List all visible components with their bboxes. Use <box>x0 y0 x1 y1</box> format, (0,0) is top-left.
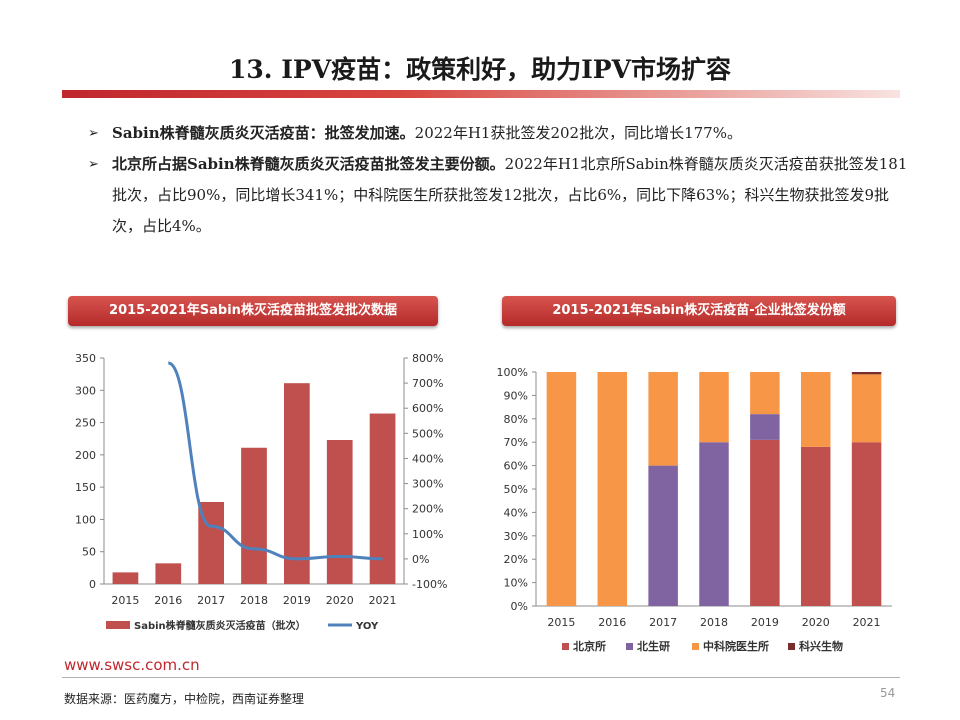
x-tick-label: 2017 <box>649 616 677 629</box>
bar-2021 <box>369 413 396 584</box>
y-tick-label: 100% <box>497 366 528 379</box>
y-tick-label: 30% <box>504 530 528 543</box>
y-right-tick-label: 400% <box>412 452 443 465</box>
title-underline-bar <box>62 90 900 98</box>
stack-segment-2020-0 <box>800 446 831 606</box>
stack-segment-2015-2 <box>546 372 577 606</box>
bar-2020 <box>326 440 353 584</box>
y-tick-label: 10% <box>504 577 528 590</box>
y-right-tick-label: 500% <box>412 427 443 440</box>
y-left-tick-label: 150 <box>75 481 96 494</box>
stack-segment-2018-1 <box>699 442 729 606</box>
x-tick-label: 2020 <box>802 616 830 629</box>
y-tick-label: 60% <box>504 460 528 473</box>
y-tick-label: 70% <box>504 436 528 449</box>
stack-segment-2019-1 <box>750 414 780 440</box>
y-left-tick-label: 0 <box>89 578 96 591</box>
legend-swatch <box>562 643 569 650</box>
bullet-text: 2022年H1北京所Sabin株脊髓灰质炎灭活疫苗获批签发181批次，占比90%… <box>112 155 908 235</box>
y-left-tick-label: 200 <box>75 449 96 462</box>
footer-url[interactable]: www.swsc.com.cn <box>64 656 200 674</box>
stack-segment-2017-2 <box>648 372 678 466</box>
stack-segment-2020-2 <box>800 372 831 447</box>
legend-label: 北京所 <box>573 639 606 653</box>
legend-swatch-bars <box>106 621 130 629</box>
bar-2018 <box>241 447 267 584</box>
y-tick-label: 80% <box>504 413 528 426</box>
page-number: 54 <box>880 686 896 700</box>
x-tick-label: 2018 <box>700 616 728 629</box>
legend-label: 北生研 <box>637 639 670 653</box>
legend-label-yoy: YOY <box>355 621 379 632</box>
x-tick-label: 2015 <box>547 616 575 629</box>
stack-segment-2017-1 <box>648 465 678 606</box>
y-right-tick-label: 200% <box>412 503 443 516</box>
y-right-tick-label: 600% <box>412 402 443 415</box>
bullet-text: 2022年H1获批签发202批次，同比增长177%。 <box>414 124 742 142</box>
x-tick-label: 2019 <box>751 616 779 629</box>
y-right-tick-label: -100% <box>412 578 447 591</box>
stack-segment-2019-0 <box>750 439 780 606</box>
x-tick-label: 2018 <box>240 594 268 607</box>
legend-swatch <box>626 643 633 650</box>
bullet-item: ➢ 北京所占据Sabin株脊髓灰质炎灭活疫苗批签发主要份额。2022年H1北京所… <box>88 149 908 242</box>
y-left-tick-label: 250 <box>75 417 96 430</box>
stack-segment-2021-0 <box>851 442 882 606</box>
x-tick-label: 2021 <box>853 616 881 629</box>
y-tick-label: 90% <box>504 389 528 402</box>
yoy-line <box>167 361 383 561</box>
x-tick-label: 2016 <box>598 616 626 629</box>
x-tick-label: 2016 <box>154 594 182 607</box>
legend-swatch <box>788 643 795 650</box>
chart-title-batches: 2015-2021年Sabin株灭活疫苗批签发批次数据 <box>68 296 438 326</box>
page-title: 13. IPV疫苗：政策利好，助力IPV市场扩容 <box>229 55 731 84</box>
y-right-tick-label: 100% <box>412 528 443 541</box>
bullet-heading: 北京所占据Sabin株脊髓灰质炎灭活疫苗批签发主要份额。 <box>112 155 505 173</box>
stack-segment-2018-2 <box>699 372 729 443</box>
y-tick-label: 50% <box>504 483 528 496</box>
stack-segment-2021-3 <box>851 372 882 375</box>
x-tick-label: 2021 <box>369 594 397 607</box>
stack-segment-2019-2 <box>750 372 780 415</box>
y-left-tick-label: 350 <box>75 352 96 365</box>
y-right-tick-label: 700% <box>412 377 443 390</box>
bullet-heading: Sabin株脊髓灰质炎灭活疫苗：批签发加速。 <box>112 124 415 142</box>
y-left-tick-label: 300 <box>75 384 96 397</box>
legend-swatch <box>692 643 699 650</box>
batch-count-chart: 0 50 100 150 200 250 300 350 -100% 0% 100% 200% 300%… <box>75 352 447 632</box>
company-share-chart: 0% 10% 20% 30% 40% 50% 60% 70% 80% 90% 100% 2015 201… <box>497 366 892 653</box>
chart-title-shares: 2015-2021年Sabin株灭活疫苗-企业批签发份额 <box>502 296 896 326</box>
y-tick-label: 40% <box>504 506 528 519</box>
x-tick-label: 2017 <box>197 594 225 607</box>
bar-2016 <box>155 563 182 584</box>
y-right-tick-label: 0% <box>412 553 429 566</box>
y-right-tick-label: 800% <box>412 352 443 365</box>
x-tick-label: 2015 <box>111 594 139 607</box>
arrow-bullet-icon: ➢ <box>88 126 99 141</box>
y-left-tick-label: 100 <box>75 513 96 526</box>
bar-2019 <box>284 383 310 584</box>
x-tick-label: 2019 <box>283 594 311 607</box>
data-source-note: 数据来源：医药魔方，中检院，西南证券整理 <box>64 692 305 706</box>
bar-2015 <box>112 572 139 584</box>
legend-label: 中科院医生所 <box>703 639 769 653</box>
y-right-tick-label: 300% <box>412 478 443 491</box>
stack-segment-2021-2 <box>851 374 882 443</box>
y-tick-label: 20% <box>504 553 528 566</box>
y-tick-label: 0% <box>511 600 528 613</box>
legend-label-bars: Sabin株脊髓灰质炎灭活疫苗（批次） <box>134 619 306 632</box>
footer-divider <box>62 677 900 678</box>
bullet-list: ➢ Sabin株脊髓灰质炎灭活疫苗：批签发加速。2022年H1获批签发202批次… <box>88 118 908 242</box>
arrow-bullet-icon: ➢ <box>88 157 99 172</box>
legend-label: 科兴生物 <box>799 639 843 653</box>
y-left-tick-label: 50 <box>82 546 96 559</box>
stack-segment-2016-2 <box>597 372 628 606</box>
x-tick-label: 2020 <box>326 594 354 607</box>
bullet-item: ➢ Sabin株脊髓灰质炎灭活疫苗：批签发加速。2022年H1获批签发202批次… <box>88 118 908 149</box>
